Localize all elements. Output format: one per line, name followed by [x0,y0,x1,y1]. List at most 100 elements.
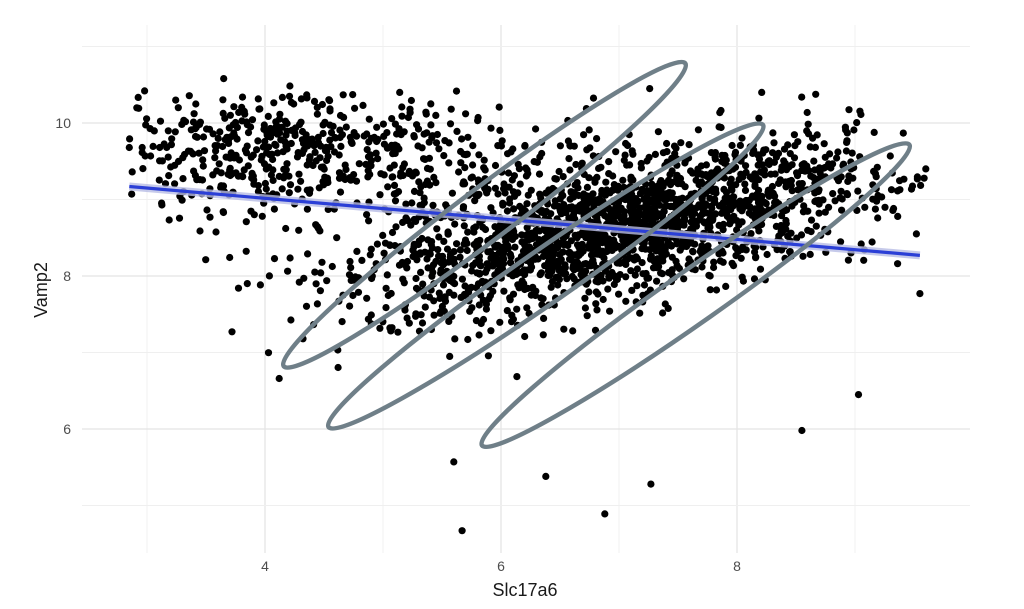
data-point [484,248,492,256]
data-point [836,194,844,202]
data-point [466,284,474,292]
data-point [276,110,284,118]
data-point [286,254,294,262]
data-point [850,126,858,134]
data-point [825,203,833,211]
data-point [554,263,562,271]
data-point [244,162,252,170]
data-point [351,104,359,112]
data-point [295,278,303,286]
data-point [200,147,209,155]
data-point [327,129,336,137]
data-point [790,131,799,139]
data-point [311,148,319,156]
data-point [382,284,390,292]
data-point [165,216,173,224]
data-point [368,274,376,283]
data-point [794,138,802,146]
data-point [653,277,661,285]
data-point [812,90,820,98]
data-point [514,281,522,289]
ellipse-2 [325,121,766,431]
data-point [419,280,427,288]
data-point [313,103,321,111]
data-point [254,187,262,196]
data-point [364,173,372,181]
data-point [243,280,251,288]
data-point [738,134,746,142]
data-point [737,201,745,209]
data-point [629,218,637,226]
data-point [868,238,876,246]
data-point [294,185,302,193]
data-point [461,164,469,172]
data-point [912,230,921,238]
data-point [302,131,310,139]
data-point [495,103,503,111]
data-point [560,241,568,249]
data-point [515,165,524,173]
data-point [352,132,361,140]
data-point [545,261,554,269]
data-point [254,137,262,145]
data-point [819,196,827,204]
data-point [899,129,907,137]
data-point [336,126,344,134]
data-point [844,256,853,264]
data-point [771,170,779,178]
data-point [303,94,311,102]
data-point [860,256,868,264]
data-point [591,178,599,186]
data-point [441,295,449,303]
data-point [566,255,574,263]
data-point [704,224,712,232]
data-point [558,191,566,199]
data-point [656,191,664,199]
data-point [485,295,493,303]
data-point [473,269,481,277]
data-point [209,130,217,138]
data-point [500,255,508,263]
data-point [504,169,513,177]
data-point [775,179,783,187]
data-point [554,281,562,289]
data-point [400,160,408,168]
data-point [394,188,403,196]
data-point [286,181,295,189]
data-point [334,363,342,372]
data-point [409,252,417,261]
data-point [270,255,279,263]
data-point [520,280,528,288]
data-point [654,128,663,136]
data-point [391,242,399,250]
data-point [755,155,764,163]
data-point [447,105,455,113]
data-point [803,108,811,117]
data-point [462,110,470,118]
data-point [174,104,182,112]
data-point [443,245,452,253]
data-point [889,206,897,214]
data-point [464,335,472,344]
data-point [417,268,425,276]
data-point [580,190,588,198]
data-point [278,93,286,101]
data-point [871,170,880,178]
data-point [639,270,647,278]
data-point [617,213,626,221]
data-point [316,227,324,235]
data-point [784,141,792,149]
data-point [560,205,568,213]
data-point [511,243,519,251]
data-point [712,189,720,197]
data-point [710,258,718,266]
data-point [427,121,435,129]
data-point [179,175,187,183]
data-point [610,280,618,288]
data-point [481,225,490,234]
data-point [270,205,278,213]
data-point [417,311,425,319]
data-point [552,273,560,281]
data-point [445,159,453,167]
data-point [260,125,268,133]
